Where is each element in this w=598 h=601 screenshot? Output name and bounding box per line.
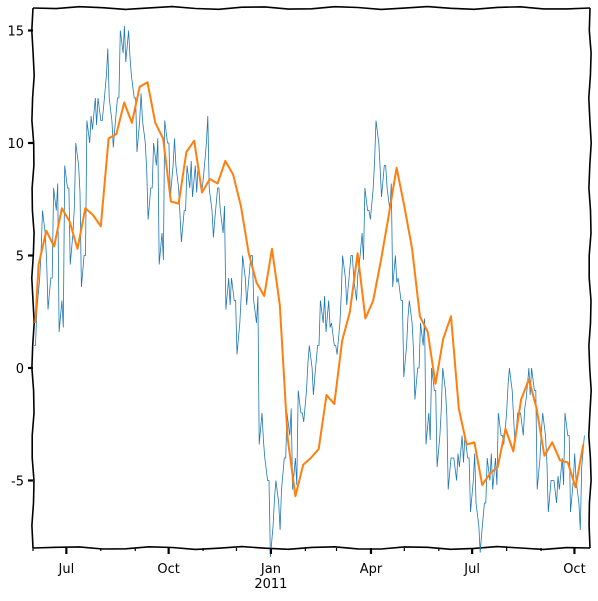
x-tick-label: Jul — [58, 562, 75, 577]
frame-right — [587, 7, 593, 549]
y-tick-label: -5 — [11, 475, 24, 490]
daily-line — [34, 25, 585, 558]
x-year-label: 2011 — [254, 577, 287, 592]
y-axis: -5 0 5 10 15 — [7, 25, 33, 490]
series-daily — [34, 25, 585, 558]
frame-top — [32, 5, 591, 11]
y-tick-label: 5 — [16, 250, 24, 265]
y-tick-label: 10 — [7, 137, 24, 152]
y-tick-label: 0 — [16, 362, 24, 377]
x-tick-label: Jan — [260, 562, 281, 577]
x-tick-label: Oct — [563, 562, 585, 577]
x-tick-label: Oct — [157, 562, 179, 577]
series-weekly — [34, 81, 585, 498]
frame-bottom — [32, 545, 591, 551]
plot-frame — [30, 5, 593, 551]
y-tick-label: 15 — [7, 25, 24, 40]
weekly-line — [34, 81, 585, 498]
x-tick-label: Apr — [360, 562, 383, 577]
frame-left — [30, 7, 36, 549]
x-tick-label: Jul — [463, 562, 480, 577]
